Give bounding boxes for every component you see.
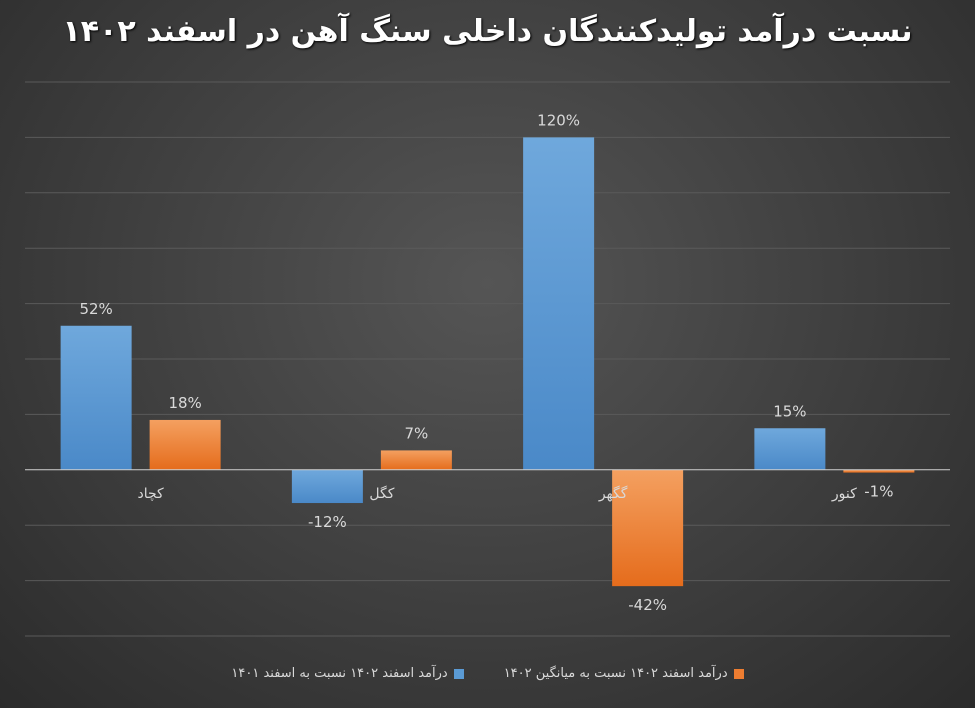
data-label: -12% bbox=[308, 513, 347, 531]
data-label: -42% bbox=[628, 596, 667, 614]
legend-label-2: درآمد اسفند ۱۴۰۲ نسبت به میانگین ۱۴۰۲ bbox=[503, 666, 728, 681]
bar-2 bbox=[380, 450, 452, 470]
legend-item-2: درآمد اسفند ۱۴۰۲ نسبت به میانگین ۱۴۰۲ bbox=[504, 666, 744, 681]
chart-title: نسبت درآمد تولیدکنندگان داخلی سنگ آهن در… bbox=[62, 14, 913, 49]
bar-2 bbox=[843, 469, 915, 473]
bar-1 bbox=[60, 325, 132, 470]
data-label: 52% bbox=[79, 300, 112, 318]
bar-1 bbox=[754, 428, 826, 470]
bar-1 bbox=[523, 137, 595, 470]
bar-2 bbox=[612, 469, 684, 587]
data-label: 7% bbox=[404, 424, 428, 442]
data-label: 18% bbox=[168, 394, 201, 412]
data-label: 120% bbox=[537, 111, 580, 129]
data-label: -1% bbox=[864, 483, 893, 501]
legend-swatch-1 bbox=[453, 668, 464, 679]
bar-2 bbox=[149, 419, 221, 470]
legend-swatch-2 bbox=[733, 668, 744, 679]
category-label: گگهر bbox=[598, 485, 628, 502]
data-label: 15% bbox=[773, 402, 806, 420]
legend: درآمد اسفند ۱۴۰۲ نسبت به اسفند ۱۴۰۱ درآم… bbox=[0, 666, 975, 681]
category-label: کگل bbox=[369, 485, 394, 502]
category-label: کچاد bbox=[138, 486, 165, 502]
legend-item-1: درآمد اسفند ۱۴۰۲ نسبت به اسفند ۱۴۰۱ bbox=[231, 666, 464, 681]
legend-label-1: درآمد اسفند ۱۴۰۲ نسبت به اسفند ۱۴۰۱ bbox=[231, 666, 448, 681]
bar-1 bbox=[291, 469, 363, 504]
category-label: کنور bbox=[831, 486, 857, 502]
